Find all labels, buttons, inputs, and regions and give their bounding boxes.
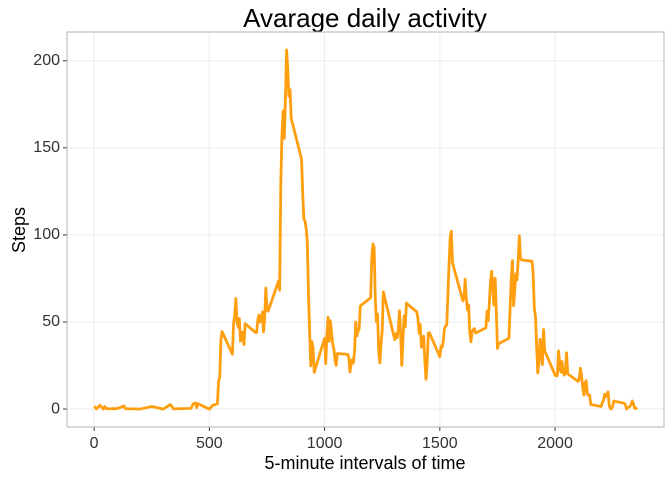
x-axis-label: 5-minute intervals of time (264, 453, 465, 473)
x-tick-label: 0 (90, 435, 99, 452)
x-tick-label: 500 (196, 435, 223, 452)
y-tick-label: 50 (42, 313, 60, 330)
y-tick-label: 150 (33, 139, 60, 156)
line (93, 48, 638, 411)
x-tick-label: 1000 (307, 435, 343, 452)
y-axis-label: Steps (9, 207, 29, 253)
y-tick-label: 0 (51, 400, 60, 417)
x-tick-label: 2000 (537, 435, 573, 452)
y-tick-label: 200 (33, 52, 60, 69)
y-tick-label: 100 (33, 226, 60, 243)
x-tick-label: 1500 (422, 435, 458, 452)
plot-border (66, 31, 665, 428)
chart-title: Avarage daily activity (243, 3, 487, 33)
